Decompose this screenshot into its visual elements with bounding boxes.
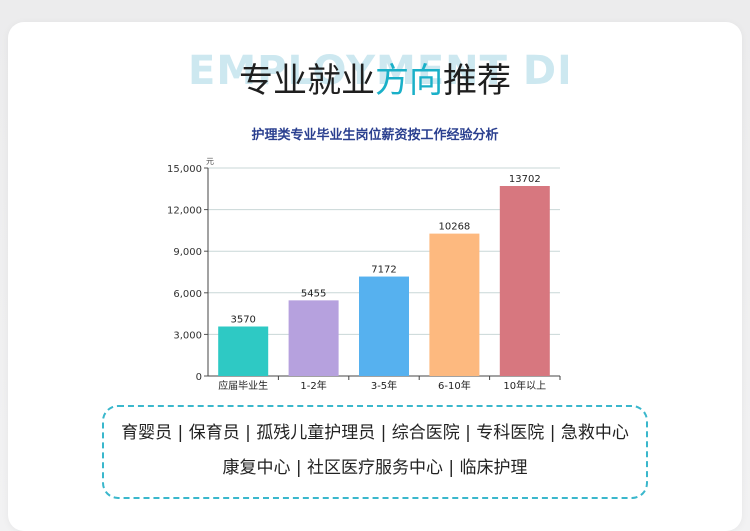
- y-tick-label: 15,000: [167, 164, 202, 175]
- x-tick-label: 6-10年: [438, 379, 471, 392]
- heading-tail: 推荐: [443, 61, 511, 101]
- job-tags-line-2: 康复中心 | 社区医疗服务中心 | 临床护理: [222, 458, 528, 478]
- y-unit-label: 元: [206, 157, 214, 166]
- y-tick-label: 12,000: [167, 206, 202, 217]
- x-tick-label: 10年以上: [503, 379, 546, 392]
- bar-value-label: 7172: [371, 265, 396, 276]
- bar: [429, 233, 480, 376]
- x-tick-label: 应届毕业生: [218, 379, 268, 392]
- x-tick-label: 3-5年: [371, 379, 397, 392]
- content-card: [8, 22, 742, 531]
- section-heading: 专业就业方向推荐: [0, 56, 750, 106]
- salary-bar-chart: 0 3,000 6,000 9,000 12,000 15,000 元 3570 应届毕业生 54…: [167, 157, 561, 392]
- bar-value-label: 5455: [301, 288, 326, 299]
- heading-main: 专业就业: [239, 61, 375, 101]
- x-tick-label: 1-2年: [300, 379, 326, 392]
- watermark-text: EMPLOYMENT DIRECTION: [188, 48, 568, 94]
- y-tick-label: 0: [196, 372, 202, 383]
- job-tags-line-1: 育婴员 | 保育员 | 孤残儿童护理员 | 综合医院 | 专科医院 | 急救中心: [121, 423, 629, 443]
- bar-value-label: 13702: [509, 174, 541, 185]
- bar: [288, 300, 339, 376]
- heading-accent: 方向: [375, 61, 443, 101]
- bar-value-label: 3570: [230, 314, 255, 325]
- bar: [218, 326, 269, 376]
- bar: [359, 276, 409, 376]
- bar-value-label: 10268: [438, 222, 470, 233]
- y-tick-label: 9,000: [173, 247, 202, 258]
- y-tick-label: 3,000: [173, 330, 202, 341]
- bar: [499, 185, 550, 376]
- job-tags-box: 育婴员 | 保育员 | 孤残儿童护理员 | 综合医院 | 专科医院 | 急救中心…: [102, 405, 648, 499]
- y-tick-label: 6,000: [173, 289, 202, 300]
- chart-title: 护理类专业毕业生岗位薪资按工作经验分析: [251, 128, 499, 143]
